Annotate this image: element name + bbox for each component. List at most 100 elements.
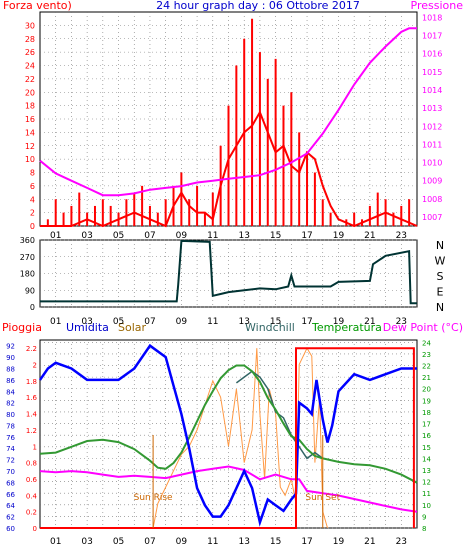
temperature-line xyxy=(39,364,418,484)
rain-tick-label: 2 xyxy=(33,362,37,370)
x-tick-label: 07 xyxy=(144,231,155,241)
direction-tick-label: 180 xyxy=(20,270,35,279)
wind-tick-label: 14 xyxy=(25,128,35,137)
x-tick-label: 09 xyxy=(176,317,188,327)
rain-tick-label: 0 xyxy=(33,525,37,533)
x-tick-label: 09 xyxy=(176,231,188,241)
temperature-tick-label: 19 xyxy=(422,397,431,405)
humidity-tick-label: 80 xyxy=(6,411,15,419)
temperature-tick-label: 24 xyxy=(422,339,431,347)
direction-tick-label: 90 xyxy=(25,286,35,295)
wind-tick-label: 28 xyxy=(25,35,35,44)
x-tick-label: 15 xyxy=(270,317,281,327)
pressure-tick-label: 1011 xyxy=(422,140,442,149)
chart-title: 24 hour graph day : 06 Ottobre 2017 xyxy=(156,0,360,12)
wind-tick-label: 20 xyxy=(25,88,35,97)
temperature-tick-label: 16 xyxy=(422,432,431,440)
x-tick-label: 19 xyxy=(333,231,345,241)
direction-tick-label: 0 xyxy=(30,303,35,312)
wind-tick-label: 16 xyxy=(25,115,35,124)
x-tick-label: 21 xyxy=(364,537,375,547)
dewpoint-line xyxy=(39,465,418,513)
annotations-layer: Sun Rise Sun Set xyxy=(134,435,341,528)
humidity-tick-label: 88 xyxy=(6,365,15,373)
rain-tick-label: 1.2 xyxy=(26,427,37,435)
temperature-tick-label: 23 xyxy=(422,351,431,359)
direction-tick-label: 270 xyxy=(20,253,35,262)
rain-tick-label: 0.2 xyxy=(26,509,37,517)
rain-tick-label: 0.8 xyxy=(26,460,37,468)
temperature-tick-label: 15 xyxy=(422,444,431,452)
temperature-tick-label: 21 xyxy=(422,374,431,382)
x-tick-label: 15 xyxy=(270,231,281,241)
temperature-tick-label: 18 xyxy=(422,409,431,417)
rain-tick-label: 1.8 xyxy=(26,378,37,386)
wind-tick-label: 22 xyxy=(25,75,35,84)
rain-axis-label: Pioggia xyxy=(2,321,42,334)
humidity-tick-label: 86 xyxy=(6,377,15,385)
rain-tick-label: 0.6 xyxy=(26,476,38,484)
pressure-tick-label: 1018 xyxy=(422,13,442,22)
pressure-tick-label: 1012 xyxy=(422,122,442,131)
pressure-tick-label: 1015 xyxy=(422,68,442,77)
humidity-tick-label: 62 xyxy=(6,514,15,522)
direction-tick-label: 360 xyxy=(20,236,35,245)
humidity-tick-label: 84 xyxy=(6,388,15,396)
x-tick-label: 23 xyxy=(396,231,407,241)
humidity-tick-label: 76 xyxy=(6,434,15,442)
sun-event-label: Sun Rise xyxy=(134,493,173,503)
temperature-tick-label: 12 xyxy=(422,479,431,487)
pressure-tick-label: 1014 xyxy=(422,86,442,95)
pressure-tick-label: 1009 xyxy=(422,177,442,186)
humidity-line xyxy=(38,343,417,527)
dewpoint-label: Dew Point (°C) xyxy=(383,321,463,334)
x-tick-label: 07 xyxy=(144,317,155,327)
humidity-tick-label: 68 xyxy=(6,479,15,487)
x-tick-label: 21 xyxy=(364,231,375,241)
pressure-tick-label: 1010 xyxy=(422,159,442,168)
series-layer xyxy=(38,18,418,529)
wind-tick-label: 12 xyxy=(25,142,35,151)
compass-label: N xyxy=(436,239,444,252)
temperature-tick-label: 8 xyxy=(422,525,426,533)
wind-tick-label: 26 xyxy=(25,48,35,57)
wind-line xyxy=(40,110,418,228)
x-tick-label: 23 xyxy=(396,537,407,547)
x-tick-label: 15 xyxy=(270,537,281,547)
x-tick-label: 01 xyxy=(50,231,61,241)
wind-tick-label: 30 xyxy=(25,21,35,30)
humidity-tick-label: 74 xyxy=(6,445,15,453)
x-tick-label: 11 xyxy=(207,537,218,547)
x-tick-label: 11 xyxy=(207,231,218,241)
pressure-tick-label: 1016 xyxy=(422,50,442,59)
temperature-tick-label: 13 xyxy=(422,467,431,475)
x-tick-label: 11 xyxy=(207,317,218,327)
pressure-line xyxy=(39,27,417,197)
humidity-tick-label: 66 xyxy=(6,491,15,499)
x-tick-label: 05 xyxy=(113,317,124,327)
rain-tick-label: 1 xyxy=(33,443,37,451)
x-tick-label: 05 xyxy=(113,537,124,547)
pressure-axis-label: Pressione xyxy=(411,0,464,12)
wind-tick-label: 6 xyxy=(30,182,35,191)
x-tick-label: 13 xyxy=(238,317,249,327)
x-tick-label: 03 xyxy=(81,317,92,327)
wind-axis-label: Forza vento) xyxy=(3,0,72,12)
pressure-tick-label: 1013 xyxy=(422,104,442,113)
rain-tick-label: 2.2 xyxy=(26,345,37,353)
humidity-tick-label: 60 xyxy=(6,525,15,533)
humidity-tick-label: 72 xyxy=(6,457,15,465)
x-tick-label: 07 xyxy=(144,537,155,547)
x-tick-label: 23 xyxy=(396,317,407,327)
x-tick-label: 03 xyxy=(81,537,92,547)
x-tick-label: 05 xyxy=(113,231,124,241)
rain-tick-label: 1.6 xyxy=(26,394,38,402)
humidity-tick-label: 64 xyxy=(6,502,15,510)
wind-tick-label: 4 xyxy=(30,195,35,204)
compass-label: S xyxy=(437,270,444,283)
x-tick-label: 17 xyxy=(301,537,312,547)
windchill-label: Windchill xyxy=(245,321,295,334)
x-tick-label: 03 xyxy=(81,231,92,241)
